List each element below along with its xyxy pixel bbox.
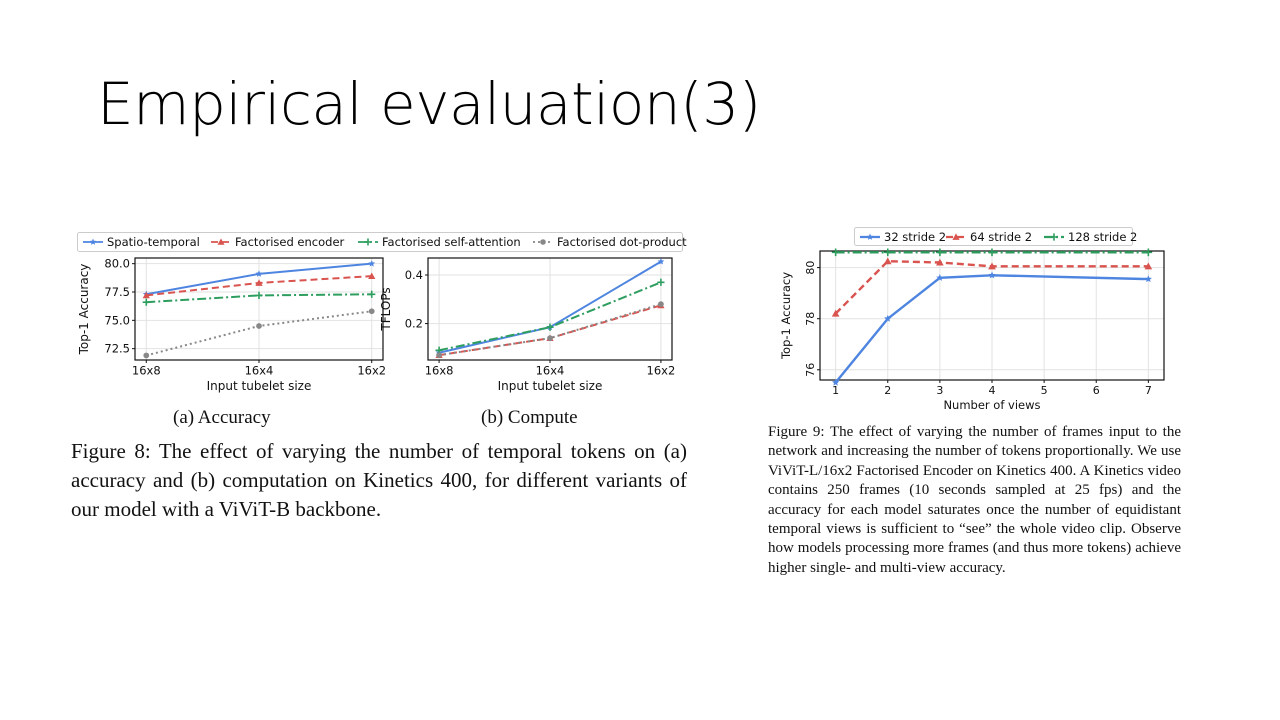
views-series-point-1: [1144, 262, 1153, 270]
views-ytick-label: 80: [804, 261, 817, 275]
figure8-legend: Spatio-temporal Factorised encoder Factori…: [77, 232, 687, 252]
flops-series-point-2: [546, 323, 554, 331]
flops-series-point-3: [436, 352, 442, 359]
legend-marker-0: [89, 238, 97, 245]
flops-series-line-2: [438, 281, 662, 352]
legend-frame: [77, 232, 683, 252]
acc-series-point-2: [368, 290, 376, 298]
acc-series-point-1: [142, 291, 150, 299]
views-legend-label-0: 32 stride 2: [884, 230, 946, 244]
views-legend-marker-2: [1050, 233, 1058, 241]
flops-series-point-3: [658, 301, 664, 308]
views-xtick-label: 6: [1093, 384, 1100, 397]
acc-ytick-label: 75.0: [104, 313, 130, 327]
views-xtick-label: 2: [884, 384, 891, 397]
flops-xlabel: Input tubelet size: [498, 379, 603, 393]
views-series-point-0: [988, 271, 996, 279]
acc-series-point-2: [255, 291, 263, 299]
views-legend-frame: [854, 227, 1133, 246]
compute-chart: 16x8 16x4 16x2 0.2 0.4 Input tubelet size TFLO…: [379, 257, 676, 393]
acc-xtick-label: 16x2: [357, 364, 386, 378]
acc-ylabel: Top-1 Accuracy: [77, 264, 91, 356]
views-xtick-label: 7: [1145, 384, 1152, 397]
figure8-caption: Figure 8: The effect of varying the numb…: [71, 439, 687, 521]
subcaption-compute: (b) Compute: [481, 407, 578, 428]
views-series-point-0: [1144, 275, 1152, 283]
flops-xtick-label: 16x2: [647, 364, 676, 378]
accuracy-chart: 16x8 16x4 16x2 72.5 75.0 77.5 80.0 Input tubele…: [77, 257, 386, 393]
legend-marker-3: [540, 239, 546, 245]
acc-series-point-0: [255, 270, 263, 277]
flops-series-point-0: [657, 258, 665, 265]
acc-series-point-0: [368, 260, 376, 267]
views-xlabel: Number of views: [943, 398, 1040, 412]
views-chart: 1 2 3 4 5 6 7 76 78 80 Number of views Top-1 Accura…: [779, 227, 1165, 412]
figure9-caption: Figure 9: The effect of varying the numb…: [768, 424, 1181, 576]
views-series-point-0: [832, 378, 840, 386]
views-ytick-label: 76: [804, 363, 817, 377]
subcaption-accuracy: (a) Accuracy: [173, 407, 271, 428]
views-legend-marker-1: [952, 233, 960, 240]
acc-series-point-3: [256, 323, 262, 329]
views-xtick-label: 5: [1041, 384, 1048, 397]
acc-ytick-label: 80.0: [104, 257, 130, 271]
flops-ylabel: TFLOPs: [379, 287, 393, 331]
views-series-point-1: [883, 257, 892, 265]
legend-label-1: Factorised encoder: [235, 235, 345, 249]
flops-series-point-2: [657, 278, 665, 286]
views-ylabel: Top-1 Accuracy: [779, 272, 793, 360]
flops-series-point-3: [547, 335, 553, 342]
views-series-point-1: [936, 258, 944, 266]
flops-xtick-label: 16x8: [425, 364, 454, 378]
slide-title: Empirical evaluation(3): [97, 70, 761, 138]
views-ytick-label: 78: [804, 312, 817, 326]
views-xtick-label: 1: [832, 384, 839, 397]
acc-xtick-label: 16x4: [245, 364, 274, 378]
legend-marker-1: [217, 238, 225, 245]
acc-series-point-1: [255, 279, 263, 286]
views-series-point-2: [936, 248, 944, 257]
acc-series-point-1: [368, 272, 376, 280]
views-legend-marker-0: [866, 233, 874, 240]
views-series-point-1: [831, 309, 840, 317]
views-series-point-0: [884, 314, 892, 322]
flops-xtick-label: 16x4: [536, 364, 565, 378]
flops-ytick-label: 0.2: [405, 317, 423, 331]
acc-series-point-3: [368, 308, 375, 315]
views-series-point-2: [988, 248, 996, 257]
acc-series-point-3: [143, 352, 150, 359]
views-series-point-0: [936, 274, 944, 281]
acc-ytick-label: 72.5: [104, 342, 130, 356]
views-series-point-2: [831, 248, 840, 257]
legend-label-3: Factorised dot-product: [557, 235, 687, 249]
views-xtick-label: 4: [989, 384, 996, 397]
acc-series-point-2: [142, 298, 150, 306]
views-series-point-2: [883, 248, 892, 257]
views-legend-label-2: 128 stride 2: [1068, 230, 1137, 244]
views-legend-label-1: 64 stride 2: [970, 230, 1032, 244]
legend-marker-2: [364, 238, 372, 246]
legend-label-0: Spatio-temporal: [107, 235, 200, 249]
views-series-point-2: [1144, 248, 1153, 257]
acc-series-line-2: [146, 293, 372, 304]
acc-ytick-label: 77.5: [104, 285, 130, 299]
views-series-point-1: [988, 262, 996, 270]
views-xtick-label: 3: [936, 384, 943, 397]
acc-xtick-label: 16x8: [132, 364, 161, 378]
flops-ytick-label: 0.4: [405, 268, 423, 282]
acc-xlabel: Input tubelet size: [207, 379, 312, 393]
legend-label-2: Factorised self-attention: [382, 235, 521, 249]
